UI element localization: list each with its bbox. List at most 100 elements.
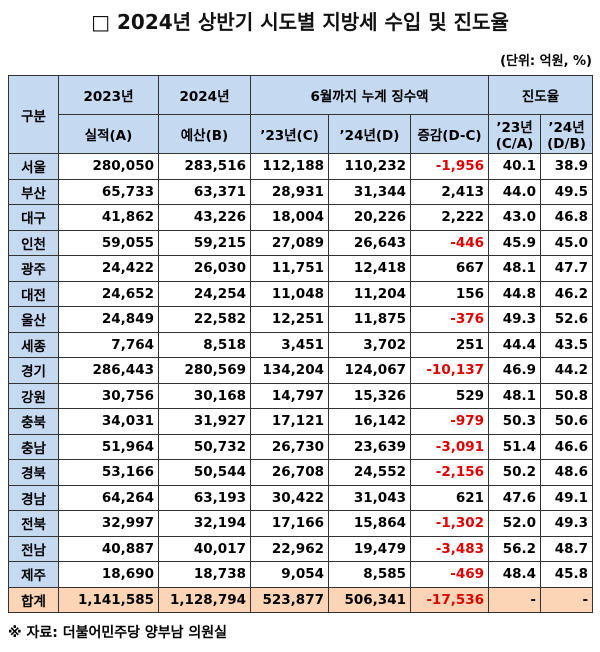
region-cell: 대구 [8,204,59,231]
header-cell: 2023년 [58,75,159,115]
value-cell: 124,067 [328,357,411,384]
value-cell: 50,732 [158,433,251,460]
value-cell: 2,413 [409,178,490,205]
value-cell: 50.8 [540,382,594,409]
value-cell: 30,168 [158,382,251,409]
value-cell: 30,422 [250,484,329,511]
region-cell: 전북 [8,510,59,537]
value-cell: 26,030 [158,255,251,282]
region-cell: 서울 [8,153,59,180]
value-cell: 48.7 [540,535,594,562]
value-cell: 45.9 [488,229,542,256]
value-cell: -376 [409,306,490,333]
value-cell: 34,031 [58,408,159,435]
value-cell: 20,226 [328,204,411,231]
region-cell: 제주 [8,561,59,588]
value-cell: -3,091 [409,433,490,460]
value-cell: 18,004 [250,204,329,231]
value-cell: 50.6 [540,408,594,435]
value-cell: 19,479 [328,535,411,562]
header-cell: 예산(B) [158,114,251,154]
value-cell: 621 [409,484,490,511]
value-cell: 48.1 [488,382,542,409]
value-cell: 9,054 [250,561,329,588]
value-cell: 50.3 [488,408,542,435]
value-cell: 46.8 [540,204,594,231]
data-row: 대구 41,862 43,226 18,004 20,226 2,222 43.0 46.8 [8,204,594,231]
value-cell: 27,089 [250,229,329,256]
region-cell: 충북 [8,408,59,435]
data-row: 서울 280,050 283,516 112,188 110,232 -1,956 40.1… [8,153,594,180]
header-line: (C/A) [495,136,534,152]
value-cell: 51,964 [58,433,159,460]
region-cell: 대전 [8,280,59,307]
value-cell: 48.4 [488,561,542,588]
value-cell: 2,222 [409,204,490,231]
value-cell: 40,887 [58,535,159,562]
source-note: ※ 자료: 더불어민주당 양부남 의원실 [8,625,228,641]
header-line: (D/B) [547,136,586,152]
region-cell: 강원 [8,382,59,409]
value-cell: 49.1 [540,484,594,511]
region-cell: 경북 [8,459,59,486]
value-cell: 63,193 [158,484,251,511]
value-cell: 16,142 [328,408,411,435]
region-cell: 인천 [8,229,59,256]
data-row: 충남 51,964 50,732 26,730 23,639 -3,091 51.4 46.6 [8,433,594,460]
value-cell: 49.3 [540,510,594,537]
value-cell: 49.3 [488,306,542,333]
value-cell: 280,569 [158,357,251,384]
value-cell: 40.1 [488,153,542,180]
value-cell: 8,518 [158,331,251,358]
value-cell: 43.0 [488,204,542,231]
data-row: 울산 24,849 22,582 12,251 11,875 -376 49.3 52.6 [8,306,594,333]
value-cell: 43,226 [158,204,251,231]
header-cell: 2024년 [158,75,251,115]
value-cell: 1,128,794 [158,586,251,613]
value-cell: - [488,586,542,613]
value-cell: 26,643 [328,229,411,256]
region-cell: 합계 [8,586,59,613]
value-cell: 44.0 [488,178,542,205]
value-cell: 110,232 [328,153,411,180]
header-cell: 증감(D-C) [409,114,490,154]
value-cell: 40,017 [158,535,251,562]
region-cell: 부산 [8,178,59,205]
header-cell: 진도율 [488,75,594,115]
title: □ 2024년 상반기 시도별 지방세 수입 및 진도율 [91,10,509,34]
value-cell: 26,730 [250,433,329,460]
value-cell: 12,418 [328,255,411,282]
value-cell: 46.2 [540,280,594,307]
value-cell: -1,956 [409,153,490,180]
value-cell: -17,536 [409,586,490,613]
value-cell: 251 [409,331,490,358]
value-cell: 31,043 [328,484,411,511]
value-cell: 41,862 [58,204,159,231]
value-cell: -1,302 [409,510,490,537]
value-cell: 59,055 [58,229,159,256]
value-cell: 50.2 [488,459,542,486]
value-cell: 45.0 [540,229,594,256]
value-cell: -469 [409,561,490,588]
header-line: ’24년 [548,120,585,136]
region-cell: 경남 [8,484,59,511]
value-cell: 65,733 [58,178,159,205]
data-row: 인천 59,055 59,215 27,089 26,643 -446 45.9 45.0 [8,229,594,256]
value-cell: 44.4 [488,331,542,358]
region-cell: 울산 [8,306,59,333]
value-cell: 529 [409,382,490,409]
value-cell: -446 [409,229,490,256]
value-cell: 28,931 [250,178,329,205]
header-cell: 6월까지 누계 징수액 [249,75,490,115]
data-row: 경북 53,166 50,544 26,708 24,552 -2,156 50.2 48.6 [8,459,594,486]
value-cell: 667 [409,255,490,282]
value-cell: 53,166 [58,459,159,486]
value-cell: -10,137 [409,357,490,384]
value-cell: 3,451 [250,331,329,358]
value-cell: 112,188 [250,153,329,180]
value-cell: 24,552 [328,459,411,486]
header-cell: 구분 [8,75,59,154]
value-cell: 523,877 [250,586,329,613]
value-cell: 50,544 [158,459,251,486]
